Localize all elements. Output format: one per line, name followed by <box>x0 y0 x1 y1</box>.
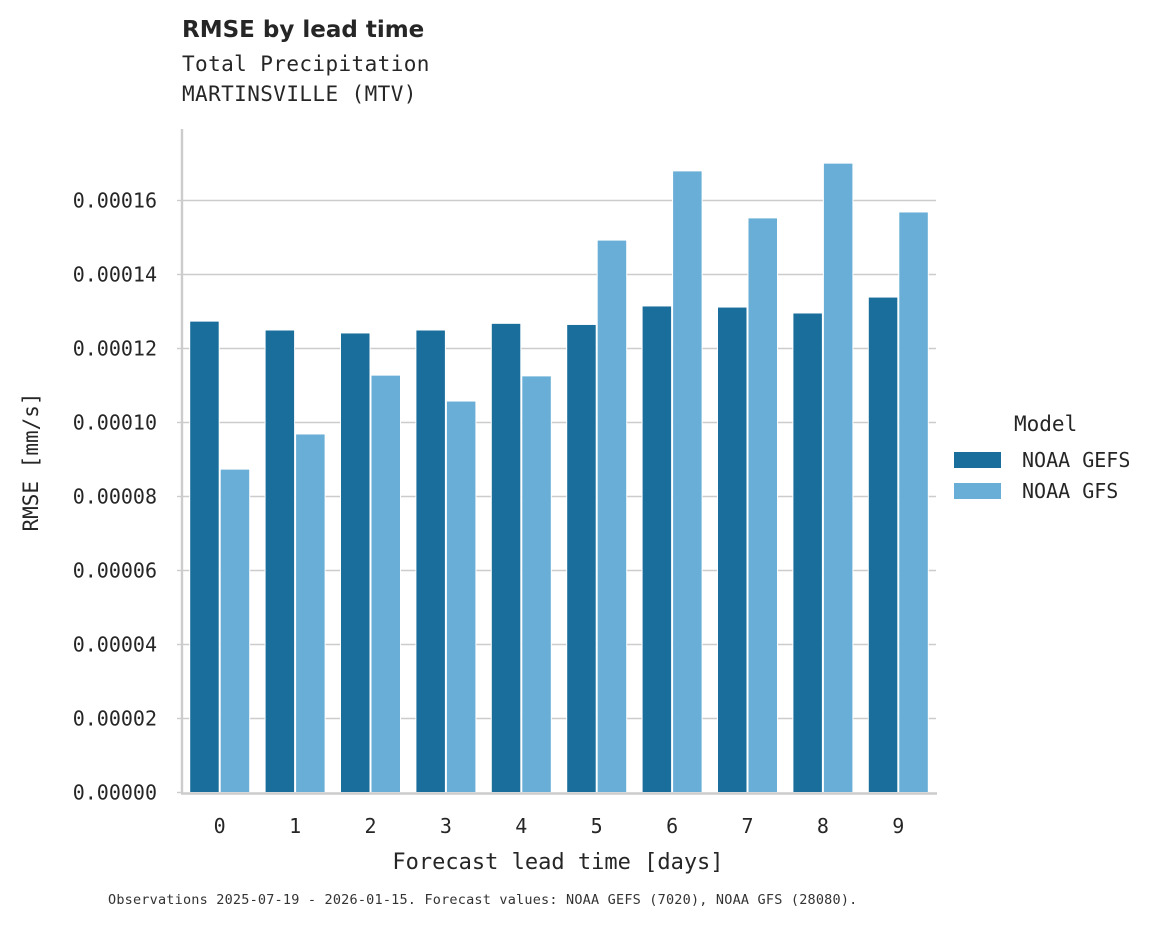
legend-swatch-gefs <box>954 451 1001 468</box>
bar-gefs-1 <box>264 329 296 793</box>
legend-label-gefs: NOAA GEFS <box>1022 447 1131 472</box>
x-axis-ticks: 0 1 2 3 4 5 6 7 8 9 <box>214 814 905 838</box>
y-tick-label: 0.00010 <box>73 411 157 435</box>
bar-gfs-6 <box>672 170 703 793</box>
legend-title: Model <box>1014 412 1078 436</box>
bar-gefs-8 <box>792 312 823 793</box>
x-axis-label: Forecast lead time [days] <box>392 850 723 875</box>
bar-gfs-7 <box>747 217 778 793</box>
y-axis-ticks: 0.00000 0.00002 0.00004 0.00006 0.00008 0.000… <box>73 189 182 805</box>
y-tick-label: 0.00014 <box>73 263 157 287</box>
x-tick-label: 2 <box>364 814 376 838</box>
x-tick-label: 1 <box>289 814 301 838</box>
chart-title: RMSE by lead time <box>182 17 425 43</box>
legend-item-gfs: NOAA GFS <box>954 475 1130 506</box>
bar-gefs-5 <box>566 323 597 793</box>
legend-swatch-gfs <box>954 482 1001 499</box>
y-tick-label: 0.00002 <box>73 707 157 731</box>
y-tick-label: 0.00000 <box>73 781 157 805</box>
chart-subtitle-station: MARTINSVILLE (MTV) <box>182 82 417 106</box>
x-tick-label: 3 <box>440 814 452 838</box>
bar-gfs-8 <box>822 162 854 793</box>
bars <box>189 162 929 794</box>
bar-gefs-6 <box>641 305 673 793</box>
bar-gfs-3 <box>445 400 477 793</box>
legend-item-gefs: NOAA GEFS <box>954 444 1130 475</box>
x-tick-label: 8 <box>817 814 829 838</box>
bar-gefs-2 <box>340 332 371 793</box>
x-tick-label: 6 <box>666 814 678 838</box>
bar-gefs-0 <box>189 320 220 793</box>
x-tick-label: 4 <box>515 814 527 838</box>
bar-gfs-2 <box>370 374 401 793</box>
bar-gefs-7 <box>717 306 748 793</box>
bar-gfs-4 <box>521 375 552 793</box>
y-tick-label: 0.00016 <box>73 189 157 213</box>
x-tick-label: 9 <box>892 814 904 838</box>
x-tick-label: 7 <box>741 814 753 838</box>
axes <box>180 129 937 795</box>
y-tick-label: 0.00008 <box>73 485 157 509</box>
bar-gfs-5 <box>596 239 628 793</box>
bar-gfs-9 <box>898 211 929 794</box>
bar-gfs-0 <box>219 468 251 793</box>
y-tick-label: 0.00004 <box>73 633 157 657</box>
y-tick-label: 0.00012 <box>73 337 157 361</box>
y-axis-label: RMSE [mm/s] <box>19 392 43 531</box>
x-tick-label: 0 <box>214 814 226 838</box>
chart-subtitle-variable: Total Precipitation <box>182 52 430 76</box>
legend: Model NOAA GEFS NOAA GFS <box>954 412 1130 506</box>
x-tick-label: 5 <box>591 814 603 838</box>
bar-gefs-3 <box>415 329 446 793</box>
bar-gefs-9 <box>867 296 899 793</box>
bar-gefs-4 <box>490 322 522 793</box>
bar-gfs-1 <box>295 433 326 793</box>
y-tick-label: 0.00006 <box>73 559 157 583</box>
legend-label-gfs: NOAA GFS <box>1022 478 1119 503</box>
footnote: Observations 2025-07-19 - 2026-01-15. Fo… <box>108 892 858 908</box>
